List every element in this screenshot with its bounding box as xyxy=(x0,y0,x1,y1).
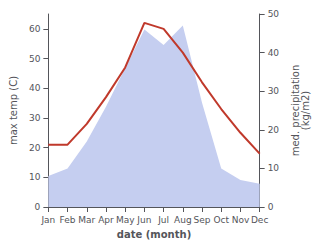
svg-text:max temp (C): max temp (C) xyxy=(8,76,19,145)
svg-text:Apr: Apr xyxy=(98,215,114,225)
svg-text:30: 30 xyxy=(268,86,280,96)
svg-text:Sep: Sep xyxy=(194,215,211,225)
svg-text:Nov: Nov xyxy=(232,215,250,225)
svg-text:May: May xyxy=(116,215,135,225)
svg-text:Aug: Aug xyxy=(174,215,192,225)
svg-text:20: 20 xyxy=(268,125,280,135)
svg-text:30: 30 xyxy=(29,113,41,123)
svg-text:0: 0 xyxy=(35,202,41,212)
svg-text:20: 20 xyxy=(29,143,41,153)
svg-text:40: 40 xyxy=(29,83,41,93)
svg-text:Oct: Oct xyxy=(213,215,229,225)
svg-text:Jul: Jul xyxy=(157,215,169,225)
svg-text:Jun: Jun xyxy=(136,215,151,225)
svg-text:40: 40 xyxy=(268,48,280,58)
svg-text:Jan: Jan xyxy=(40,215,55,225)
svg-text:Feb: Feb xyxy=(60,215,76,225)
svg-text:50: 50 xyxy=(268,9,280,19)
svg-text:50: 50 xyxy=(29,54,41,64)
svg-text:60: 60 xyxy=(29,24,41,34)
svg-text:date (month): date (month) xyxy=(117,229,191,240)
svg-text:10: 10 xyxy=(29,172,41,182)
svg-text:med. precipitation: med. precipitation xyxy=(289,64,301,157)
svg-text:10: 10 xyxy=(268,163,280,173)
svg-text:Mar: Mar xyxy=(78,215,95,225)
svg-text:0: 0 xyxy=(268,202,274,212)
svg-text:Dec: Dec xyxy=(251,215,268,225)
svg-text:(kg/m2): (kg/m2) xyxy=(300,91,311,131)
